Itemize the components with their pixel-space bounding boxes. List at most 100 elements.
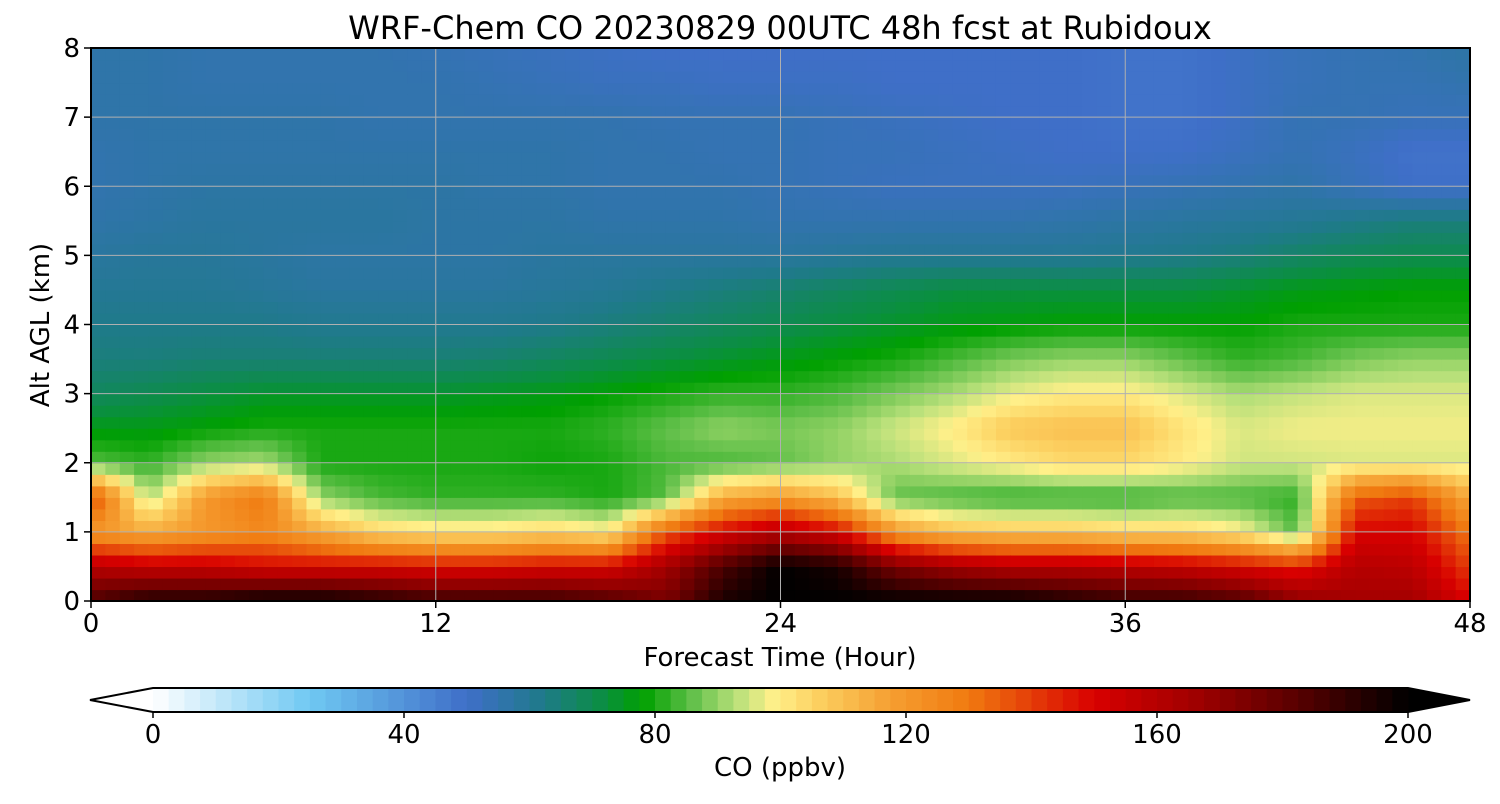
heatmap-cell	[119, 82, 135, 95]
heatmap-cell	[105, 497, 121, 510]
heatmap-cell	[536, 347, 552, 360]
heatmap-cell	[1326, 589, 1342, 602]
heatmap-cell	[1355, 554, 1371, 568]
heatmap-cell	[1412, 163, 1428, 176]
heatmap-cell	[162, 543, 178, 556]
heatmap-cell	[967, 474, 983, 487]
heatmap-cell	[837, 105, 853, 118]
heatmap-cell	[1139, 382, 1155, 395]
heatmap-cell	[723, 128, 738, 141]
heatmap-cell	[536, 232, 552, 245]
heatmap-cell	[1455, 543, 1471, 556]
heatmap-cell	[1240, 462, 1256, 475]
heatmap-cell	[938, 520, 954, 533]
heatmap-cell	[1225, 105, 1241, 118]
heatmap-cell	[1398, 520, 1414, 533]
heatmap-cell	[550, 370, 566, 383]
heatmap-cell	[1096, 59, 1112, 72]
heatmap-cell	[1197, 393, 1213, 406]
heatmap-cell	[766, 301, 782, 314]
x-tick-label: 0	[83, 609, 100, 639]
heatmap-cell	[1412, 474, 1428, 487]
heatmap-cell	[134, 416, 150, 429]
heatmap-cell	[550, 117, 566, 130]
heatmap-cell	[608, 474, 624, 487]
heatmap-cell	[1024, 462, 1040, 475]
heatmap-cell	[1096, 128, 1112, 141]
heatmap-cell	[579, 140, 595, 153]
heatmap-cell	[1096, 428, 1112, 441]
heatmap-cell	[1110, 232, 1126, 245]
heatmap-cell	[565, 428, 580, 441]
heatmap-cell	[679, 428, 695, 441]
heatmap-cell	[679, 520, 695, 533]
heatmap-cell	[837, 336, 853, 349]
heatmap-cell	[191, 163, 207, 176]
heatmap-cell	[1182, 324, 1198, 337]
heatmap-cell	[665, 451, 681, 464]
heatmap-cell	[464, 71, 480, 84]
heatmap-cell	[478, 255, 494, 268]
heatmap-cell	[306, 508, 322, 521]
heatmap-cell	[1053, 416, 1069, 429]
heatmap-cell	[565, 451, 580, 464]
heatmap-cell	[1268, 485, 1284, 498]
heatmap-cell	[1110, 577, 1126, 591]
heatmap-cell	[1139, 359, 1155, 372]
heatmap-cell	[737, 577, 753, 591]
heatmap-cell	[909, 82, 925, 95]
heatmap-cell	[1153, 243, 1169, 256]
heatmap-cell	[292, 382, 308, 395]
heatmap-cell	[306, 174, 322, 187]
heatmap-cell	[938, 405, 954, 418]
heatmap-cell	[1254, 163, 1270, 176]
heatmap-cell	[981, 347, 997, 360]
heatmap-cell	[1340, 312, 1356, 326]
heatmap-cell	[450, 140, 466, 153]
heatmap-cell	[1197, 543, 1213, 556]
heatmap-cell	[177, 140, 193, 153]
heatmap-cell	[1412, 347, 1428, 360]
colorbar-segment	[623, 688, 640, 712]
heatmap-cell	[1412, 243, 1428, 256]
heatmap-cell	[723, 405, 738, 418]
heatmap-cell	[794, 554, 810, 568]
heatmap-cell	[651, 197, 667, 210]
heatmap-cell	[1355, 140, 1371, 153]
heatmap-cell	[1024, 243, 1040, 256]
heatmap-cell	[651, 531, 667, 544]
heatmap-cell	[1225, 405, 1241, 418]
colorbar-segment	[1141, 688, 1158, 712]
heatmap-cell	[464, 232, 480, 245]
heatmap-cell	[1254, 554, 1270, 568]
heatmap-cell	[277, 48, 293, 61]
heatmap-cell	[464, 416, 480, 429]
y-tick-label: 7	[63, 103, 80, 133]
heatmap-cell	[450, 554, 466, 568]
heatmap-cell	[608, 209, 624, 222]
heatmap-cell	[881, 543, 897, 556]
heatmap-cell	[823, 543, 839, 556]
heatmap-cell	[579, 508, 595, 521]
heatmap-cell	[1283, 278, 1299, 291]
heatmap-cell	[981, 439, 997, 452]
heatmap-cell	[1139, 370, 1155, 383]
heatmap-cell	[694, 520, 710, 533]
heatmap-cell	[91, 140, 106, 153]
heatmap-cell	[119, 382, 135, 395]
heatmap-cell	[1254, 462, 1270, 475]
heatmap-cell	[1240, 370, 1256, 383]
heatmap-cell	[1024, 312, 1040, 326]
heatmap-cell	[335, 48, 351, 61]
heatmap-cell	[435, 462, 451, 475]
heatmap-cell	[909, 370, 925, 383]
heatmap-cell	[679, 508, 695, 521]
heatmap-cell	[694, 289, 710, 303]
heatmap-cell	[450, 232, 466, 245]
heatmap-cell	[1326, 71, 1342, 84]
heatmap-cell	[392, 128, 408, 141]
heatmap-cell	[694, 566, 710, 579]
heatmap-cell	[1426, 163, 1442, 176]
heatmap-cell	[1211, 151, 1227, 164]
heatmap-cell	[119, 324, 135, 337]
